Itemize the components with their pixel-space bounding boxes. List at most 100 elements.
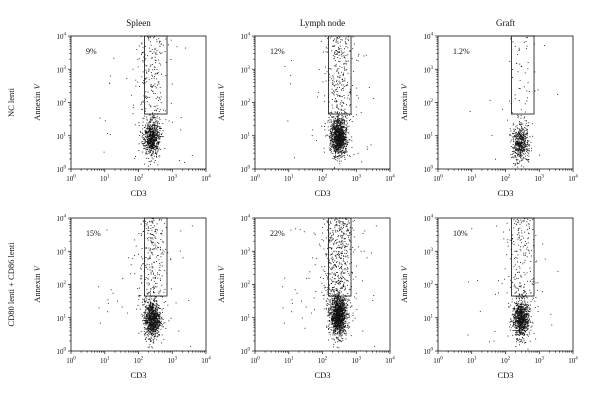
- event-dot: [149, 145, 150, 147]
- event-dot: [489, 99, 491, 101]
- event-dot: [153, 248, 155, 249]
- event-dot: [512, 156, 514, 158]
- event-dot: [342, 317, 344, 319]
- event-dot: [155, 326, 157, 328]
- event-dot: [336, 123, 338, 125]
- event-dot: [155, 72, 157, 74]
- event-dot: [341, 325, 343, 327]
- event-dot: [334, 137, 336, 138]
- event-dot: [142, 301, 143, 303]
- event-dot: [518, 133, 520, 135]
- event-dot: [341, 329, 343, 331]
- event-dot: [156, 138, 158, 139]
- event-dot: [150, 294, 151, 296]
- event-dot: [343, 121, 345, 123]
- event-dot: [147, 323, 149, 325]
- event-dot: [155, 52, 157, 54]
- event-dot: [149, 138, 151, 140]
- event-dot: [343, 122, 344, 124]
- event-dot: [341, 125, 343, 127]
- event-dot: [155, 109, 157, 111]
- event-dot: [159, 316, 161, 318]
- event-dot: [146, 322, 148, 324]
- event-dot: [152, 316, 154, 318]
- event-dot: [149, 129, 150, 131]
- event-dot: [148, 126, 150, 128]
- event-dot: [163, 109, 164, 111]
- event-dot: [337, 118, 338, 120]
- event-dot: [519, 156, 521, 157]
- event-dot: [152, 131, 154, 133]
- event-dot: [519, 139, 521, 141]
- event-dot: [521, 146, 523, 148]
- event-dot: [516, 138, 518, 140]
- event-dot: [151, 330, 153, 332]
- event-dot: [145, 152, 147, 154]
- event-dot: [149, 139, 151, 141]
- event-dot: [332, 146, 334, 148]
- event-dot: [343, 141, 345, 143]
- event-dot: [516, 153, 518, 155]
- event-dot: [338, 68, 340, 70]
- event-dot: [141, 282, 143, 284]
- event-dot: [142, 258, 143, 260]
- event-dot: [347, 131, 349, 133]
- event-dot: [336, 101, 338, 103]
- event-dots: [469, 35, 559, 168]
- event-dot: [329, 125, 331, 127]
- event-dot: [357, 152, 359, 154]
- event-dot: [135, 79, 137, 81]
- event-dot: [335, 144, 337, 146]
- event-dot: [517, 143, 519, 145]
- event-dot: [147, 125, 149, 127]
- event-dot: [146, 127, 148, 129]
- event-dot: [150, 305, 152, 307]
- event-dot: [343, 151, 345, 153]
- event-dot: [161, 232, 163, 234]
- event-dot: [157, 72, 159, 73]
- event-dot: [151, 308, 153, 310]
- event-dot: [158, 141, 159, 143]
- event-dot: [343, 112, 345, 114]
- event-dot: [156, 329, 158, 331]
- event-dot: [142, 263, 144, 265]
- event-dot: [335, 140, 337, 142]
- x-tick-label: 101: [284, 175, 294, 184]
- event-dot: [342, 137, 344, 139]
- event-dot: [153, 143, 155, 145]
- event-dot: [153, 77, 155, 79]
- event-dots: [282, 217, 377, 352]
- event-dot: [330, 148, 331, 150]
- event-dot: [337, 145, 339, 146]
- event-dot: [156, 223, 158, 225]
- event-dot: [340, 155, 342, 156]
- event-dot: [335, 329, 337, 331]
- event-dot: [168, 320, 170, 322]
- event-dot: [154, 332, 156, 334]
- event-dot: [343, 72, 345, 74]
- event-dot: [335, 135, 337, 137]
- event-dot: [153, 142, 155, 144]
- event-dot: [140, 275, 142, 277]
- event-dot: [149, 65, 151, 67]
- event-dot: [336, 119, 338, 121]
- event-dot: [335, 126, 337, 127]
- event-dot: [150, 135, 152, 137]
- event-dot: [334, 65, 336, 67]
- event-dot: [340, 118, 342, 120]
- event-dot: [334, 100, 336, 102]
- event-dot: [148, 322, 150, 324]
- event-dot: [529, 136, 531, 138]
- event-dot: [165, 227, 167, 229]
- event-dot: [333, 123, 335, 125]
- event-dot: [157, 319, 159, 321]
- event-dot: [521, 138, 523, 140]
- event-dot: [334, 65, 336, 67]
- event-dot: [142, 298, 144, 300]
- column-title: Graft: [496, 18, 515, 28]
- event-dot: [155, 106, 157, 108]
- event-dot: [328, 329, 329, 330]
- event-dot: [336, 145, 338, 147]
- event-dot: [333, 122, 335, 124]
- gate-percentage: 9%: [86, 47, 97, 56]
